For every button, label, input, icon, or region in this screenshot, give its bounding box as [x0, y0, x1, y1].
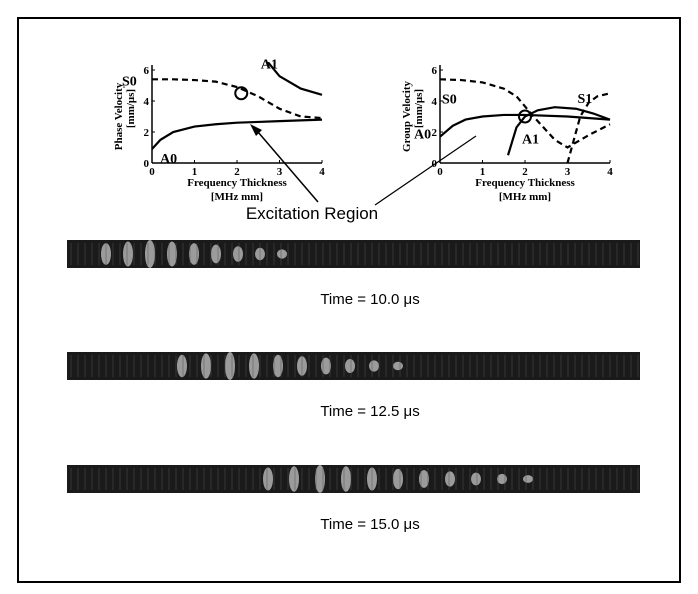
snapshot-caption: Time = 10.0 μs: [320, 291, 419, 308]
y-tick-label: 4: [144, 96, 150, 108]
series-label: A0: [160, 152, 177, 167]
x-label-unit: [MHz mm]: [499, 191, 551, 203]
y-label: Group Velocity: [401, 81, 413, 153]
wave-lobe: [393, 362, 403, 370]
wave-lobe: [225, 352, 235, 380]
y-tick-label: 6: [144, 65, 150, 77]
wave-lobe: [201, 353, 211, 378]
x-tick-label: 4: [607, 166, 613, 178]
x-tick-label: 0: [437, 166, 443, 178]
wave-lobe: [523, 475, 533, 483]
x-label: Frequency Thickness: [187, 177, 287, 189]
figure: Excitation Region 012340246Frequency Thi…: [0, 0, 698, 594]
wave-lobe: [369, 360, 379, 371]
y-tick-label: 0: [432, 158, 438, 170]
series-label: S1: [578, 92, 593, 107]
series-label: S0: [442, 92, 457, 107]
series-label: A0: [414, 128, 431, 143]
wave-lobe: [289, 466, 299, 491]
wave-lobe: [471, 473, 481, 486]
snapshot-caption: Time = 12.5 μs: [320, 403, 419, 420]
y-label: Phase Velocity: [113, 82, 125, 150]
snapshot-caption: Time = 15.0 μs: [320, 516, 419, 533]
y-tick-label: 6: [432, 65, 438, 77]
x-label-unit: [MHz mm]: [211, 191, 263, 203]
annotation: Excitation Region: [246, 204, 378, 223]
y-label-unit: [mm/μs]: [125, 89, 137, 128]
x-tick-label: 0: [149, 166, 155, 178]
y-label-unit: [mm/μs]: [413, 89, 425, 128]
wave-lobe: [445, 471, 455, 486]
wave-lobe: [123, 242, 133, 267]
wave-lobe: [211, 245, 221, 264]
wave-lobe: [249, 353, 259, 378]
wave-lobe: [233, 246, 243, 262]
x-label: Frequency Thickness: [475, 177, 575, 189]
y-tick-label: 2: [144, 127, 150, 139]
wave-lobe: [345, 359, 355, 373]
series-label: A1: [522, 132, 539, 147]
y-tick-label: 4: [432, 96, 438, 108]
pointer: [375, 136, 476, 205]
x-tick-label: 4: [319, 166, 325, 178]
series-label: S0: [122, 74, 137, 89]
wave-lobe: [393, 469, 403, 489]
wave-lobe: [177, 355, 187, 377]
wave-lobe: [341, 466, 351, 491]
y-tick-label: 2: [432, 127, 438, 139]
arrow: [258, 132, 318, 202]
wave-lobe: [277, 249, 287, 258]
series-label: A1: [261, 58, 278, 73]
wave-lobe: [263, 468, 273, 491]
wave-lobe: [145, 240, 155, 268]
curve: [152, 120, 322, 149]
y-tick-label: 0: [144, 158, 150, 170]
